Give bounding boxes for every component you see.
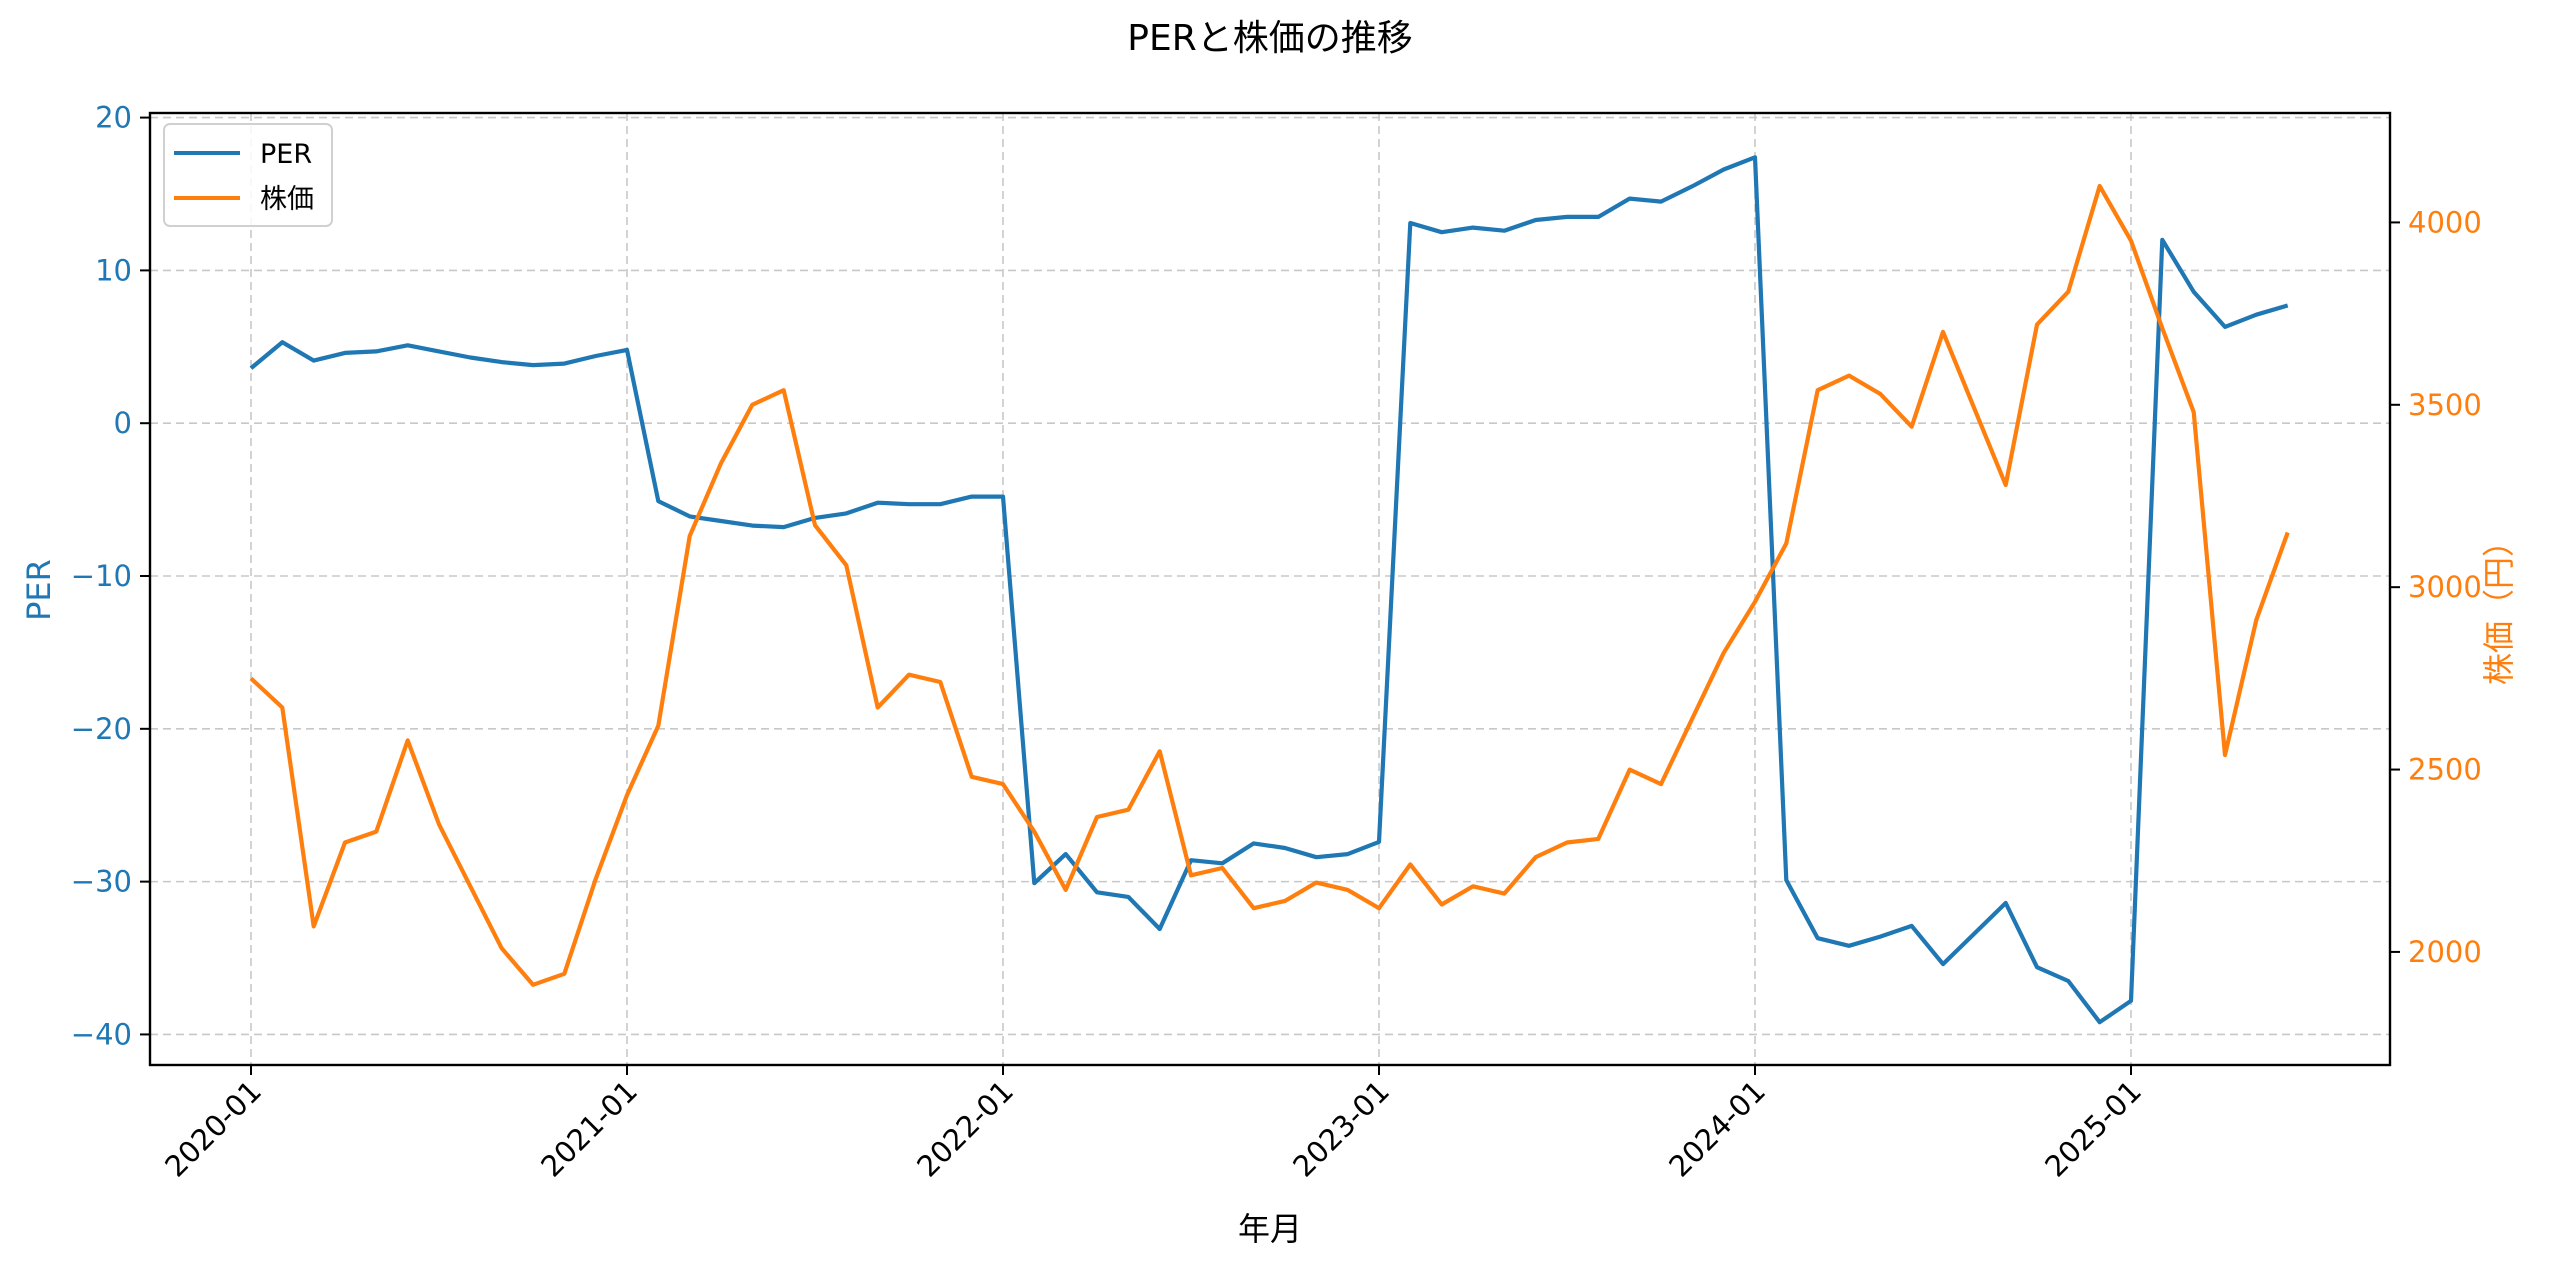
- x-tick-label: 2025-01: [2038, 1074, 2148, 1184]
- right-tick-label: 4000: [2408, 205, 2482, 239]
- price-line: [249, 183, 2290, 987]
- x-tick-label: 2022-01: [910, 1074, 1020, 1184]
- legend: PER 株価: [163, 123, 333, 227]
- left-axis-ticks: 20 10 0 −10 −20 −30 −40: [71, 101, 150, 1051]
- x-axis-label: 年月: [1238, 1210, 1302, 1248]
- plot-lines: [249, 155, 2290, 1025]
- left-tick-label: 0: [114, 406, 132, 440]
- left-axis-label: PER: [20, 559, 58, 621]
- left-tick-label: −10: [71, 559, 132, 593]
- x-tick-label: 2024-01: [1662, 1074, 1772, 1184]
- right-tick-label: 3500: [2408, 388, 2482, 422]
- grid-lines: [150, 113, 2390, 1065]
- left-tick-label: 10: [95, 253, 132, 287]
- right-tick-label: 3000: [2408, 570, 2482, 604]
- x-tick-label: 2021-01: [534, 1074, 644, 1184]
- plot-frame: [148, 111, 2392, 1067]
- chart-title: PERと株価の推移: [1127, 18, 1412, 59]
- legend-box: [163, 123, 333, 227]
- per-line: [249, 155, 2289, 1025]
- legend-label-per: PER: [260, 139, 312, 170]
- x-tick-label: 2023-01: [1286, 1074, 1396, 1184]
- x-tick-label: 2020-01: [158, 1074, 268, 1184]
- left-tick-label: −20: [71, 712, 132, 746]
- right-axis-label: 株価（円）: [2480, 525, 2518, 685]
- x-axis-ticks: 2020-01 2021-01 2022-01 2023-01 2024-01 2025-…: [158, 1065, 2148, 1184]
- left-tick-label: 20: [95, 101, 132, 135]
- right-axis-ticks: 4000 3500 3000 2500 2000: [2390, 205, 2482, 969]
- right-tick-label: 2000: [2408, 935, 2482, 969]
- legend-label-price: 株価: [260, 184, 314, 215]
- right-tick-label: 2500: [2408, 753, 2482, 787]
- left-tick-label: −40: [71, 1017, 132, 1051]
- left-tick-label: −30: [71, 865, 132, 899]
